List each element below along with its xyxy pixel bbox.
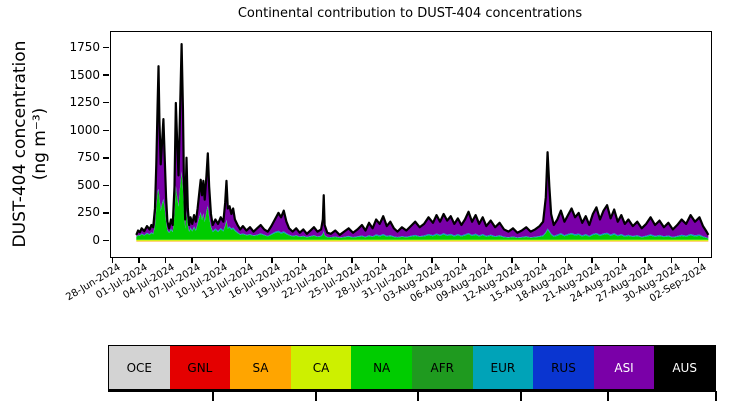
cropped-axis-line	[108, 389, 716, 392]
legend-item-gnl[interactable]: GNL	[169, 346, 231, 389]
cropped-axis-tick	[607, 391, 609, 401]
area-band-SA	[136, 240, 709, 242]
total-line	[135, 43, 710, 237]
x-tick-mark	[111, 257, 113, 263]
cropped-axis-tick	[212, 391, 214, 401]
y-tick-mark	[103, 129, 109, 131]
y-tick-label: 0	[92, 233, 100, 248]
x-tick-mark	[591, 257, 593, 263]
legend-label: RUS	[551, 360, 576, 375]
y-axis-label: DUST-404 concentration (ng m⁻³)	[10, 41, 50, 248]
x-tick-mark	[511, 257, 513, 263]
cropped-axis-tick	[315, 391, 317, 401]
y-tick-mark	[103, 101, 109, 104]
y-tick-mark	[103, 157, 109, 159]
x-tick-mark	[671, 257, 673, 263]
cropped-axis-tick	[417, 391, 419, 401]
legend-item-oce[interactable]: OCE	[109, 346, 170, 389]
legend-label: OCE	[126, 360, 152, 375]
y-tick-label: 1750	[69, 40, 100, 55]
area-band-CA	[136, 239, 709, 241]
legend-label: SA	[252, 360, 269, 375]
x-tick-mark	[324, 257, 327, 263]
x-tick-mark	[138, 257, 140, 263]
x-tick-mark	[191, 257, 193, 263]
legend-label: AUS	[672, 360, 697, 375]
y-tick-mark	[103, 46, 109, 49]
x-tick-mark	[244, 257, 247, 263]
x-tick-mark	[164, 257, 167, 263]
y-tick-label: 1000	[69, 122, 100, 137]
y-tick-label: 1250	[69, 95, 100, 110]
x-tick-mark	[457, 257, 460, 263]
x-tick-mark	[697, 257, 700, 263]
y-tick-label: 1500	[69, 67, 100, 82]
y-tick-label: 750	[77, 150, 100, 165]
x-tick-mark	[484, 257, 486, 263]
legend-item-rus[interactable]: RUS	[533, 346, 594, 389]
x-tick-mark	[218, 257, 220, 263]
legend-item-na[interactable]: NA	[351, 346, 412, 389]
x-tick-mark	[644, 257, 646, 263]
legend-item-eur[interactable]: EUR	[472, 346, 534, 389]
stacked-area-chart	[135, 43, 710, 242]
legend-label: ASI	[614, 360, 634, 375]
cropped-axis-tick	[520, 391, 522, 401]
y-tick-mark	[103, 74, 109, 76]
legend-colorbar: OCE GNL SA CA NA AFR EUR RUS ASI AUS	[108, 345, 716, 391]
x-tick-mark	[431, 257, 433, 263]
legend-item-asi[interactable]: ASI	[593, 346, 655, 389]
x-tick-mark	[537, 257, 540, 263]
x-tick-mark	[404, 257, 407, 263]
x-tick-mark	[564, 257, 566, 263]
x-tick-mark	[377, 257, 380, 263]
legend-label: AFR	[430, 360, 454, 375]
chart-title: Continental contribution to DUST-404 con…	[237, 6, 583, 21]
y-tick-label: 250	[77, 205, 100, 220]
legend-item-aus[interactable]: AUS	[654, 346, 715, 389]
cropped-axis-tick	[715, 391, 717, 401]
legend-label: NA	[373, 360, 391, 375]
y-axis-label-line2: (ng m⁻³)	[30, 107, 50, 181]
y-tick-mark	[103, 184, 109, 187]
y-tick-label: 500	[77, 177, 100, 192]
x-tick-mark	[351, 257, 353, 263]
legend-item-ca[interactable]: CA	[290, 346, 352, 389]
x-tick-mark	[271, 257, 273, 263]
y-axis-label-line1: DUST-404 concentration	[9, 40, 30, 248]
area-band-ASI	[136, 44, 709, 239]
x-tick-mark	[617, 257, 620, 263]
x-tick-mark	[298, 257, 300, 263]
legend-label: CA	[312, 360, 330, 375]
legend-item-sa[interactable]: SA	[230, 346, 291, 389]
legend-label: GNL	[187, 360, 213, 375]
y-tick-mark	[103, 239, 109, 242]
legend-label: EUR	[490, 360, 516, 375]
area-band-NA	[136, 172, 709, 240]
plot-area[interactable]	[110, 31, 712, 258]
legend-item-afr[interactable]: AFR	[411, 346, 473, 389]
y-tick-mark	[103, 212, 109, 214]
